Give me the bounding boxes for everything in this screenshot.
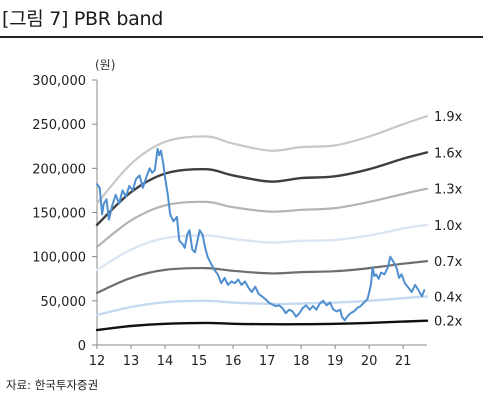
band-line-0.4x xyxy=(95,295,429,317)
x-tick-label: 17 xyxy=(259,354,276,369)
band-label-1.9x: 1.9x xyxy=(434,110,463,125)
x-tick-label: 14 xyxy=(157,354,174,369)
band-line-0.7x xyxy=(95,260,429,294)
y-tick-label: 250,000 xyxy=(32,118,86,133)
x-tick-label: 18 xyxy=(293,354,310,369)
y-tick-label: 150,000 xyxy=(32,207,86,222)
title-underline xyxy=(0,36,483,38)
x-tick-label: 16 xyxy=(225,354,242,369)
source-note: 자료: 한국투자증권 xyxy=(6,378,99,392)
x-tick-label: 13 xyxy=(123,354,140,369)
band-label-1.3x: 1.3x xyxy=(434,183,463,198)
y-tick-label: 100,000 xyxy=(32,251,86,266)
band-label-0.7x: 0.7x xyxy=(434,255,463,270)
y-unit-label: (원) xyxy=(95,58,115,72)
band-line-1.6x xyxy=(95,151,429,227)
band-line-1.3x xyxy=(95,187,429,248)
band-label-0.2x: 0.2x xyxy=(434,315,463,330)
x-tick-label: 12 xyxy=(89,354,106,369)
y-tick-label: 200,000 xyxy=(32,162,86,177)
x-tick-label: 15 xyxy=(191,354,208,369)
y-tick-label: 50,000 xyxy=(41,295,87,310)
band-line-1.0x xyxy=(95,223,429,272)
y-tick-label: 300,000 xyxy=(32,74,86,89)
y-tick-label: 0 xyxy=(78,339,86,354)
band-label-1.0x: 1.0x xyxy=(434,219,463,234)
x-tick-label: 19 xyxy=(327,354,344,369)
x-tick-label: 20 xyxy=(361,354,378,369)
band-line-1.9x xyxy=(95,115,429,205)
x-tick-label: 21 xyxy=(395,354,412,369)
band-line-0.2x xyxy=(95,319,429,332)
band-label-0.4x: 0.4x xyxy=(434,290,463,305)
band-label-1.6x: 1.6x xyxy=(434,146,463,161)
chart-title: [그림 7] PBR band xyxy=(2,8,163,30)
share-price-line xyxy=(96,147,426,322)
